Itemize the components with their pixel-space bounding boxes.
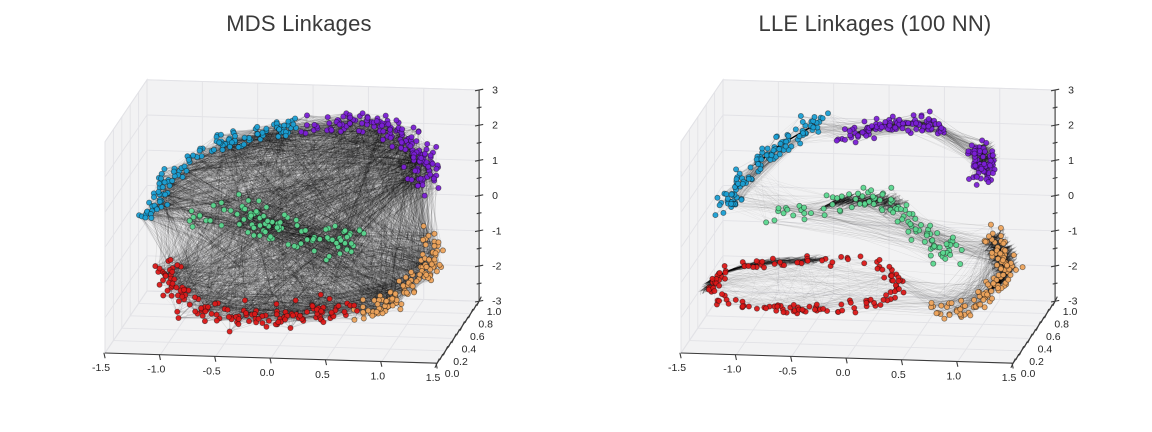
lle-3d-axes: [576, 0, 1152, 432]
mds-3d-axes: [0, 0, 576, 432]
subplot-mds: MDS Linkages: [0, 0, 576, 432]
subplot-lle: LLE Linkages (100 NN): [576, 0, 1152, 432]
